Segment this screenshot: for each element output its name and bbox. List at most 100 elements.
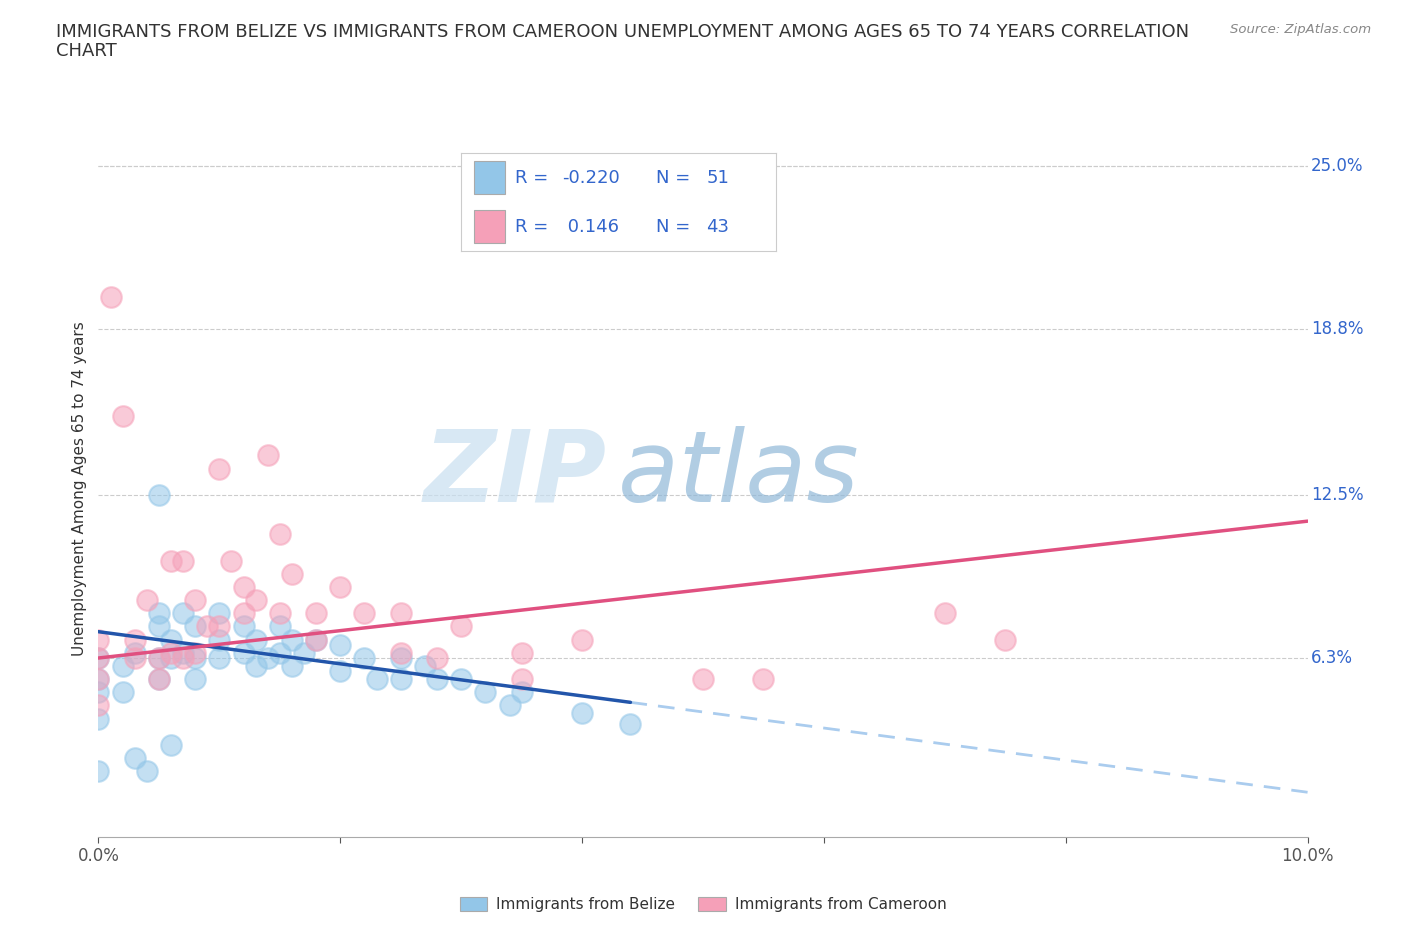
- Point: [329, 637, 352, 652]
- Point: [87, 651, 110, 666]
- Point: [366, 671, 388, 686]
- Point: [269, 645, 291, 660]
- Point: [269, 619, 291, 634]
- Text: IMMIGRANTS FROM BELIZE VS IMMIGRANTS FROM CAMEROON UNEMPLOYMENT AMONG AGES 65 TO: IMMIGRANTS FROM BELIZE VS IMMIGRANTS FRO…: [56, 23, 1189, 41]
- Point: [148, 651, 170, 666]
- Point: [245, 658, 267, 673]
- Point: [172, 553, 194, 568]
- Point: [571, 632, 593, 647]
- Point: [172, 651, 194, 666]
- Point: [208, 651, 231, 666]
- Point: [135, 592, 157, 607]
- Point: [752, 671, 775, 686]
- Point: [389, 651, 412, 666]
- Point: [100, 290, 122, 305]
- Point: [160, 651, 183, 666]
- Point: [269, 527, 291, 542]
- Point: [208, 605, 231, 620]
- Point: [450, 619, 472, 634]
- Point: [619, 716, 641, 731]
- Point: [148, 671, 170, 686]
- Point: [124, 645, 146, 660]
- Point: [124, 651, 146, 666]
- Point: [510, 645, 533, 660]
- Point: [87, 698, 110, 712]
- Point: [184, 651, 207, 666]
- Point: [426, 671, 449, 686]
- Point: [87, 684, 110, 699]
- Text: atlas: atlas: [619, 426, 860, 523]
- Point: [426, 651, 449, 666]
- Point: [498, 698, 520, 712]
- Point: [329, 664, 352, 679]
- Point: [256, 651, 278, 666]
- Point: [208, 632, 231, 647]
- Point: [353, 605, 375, 620]
- Point: [87, 671, 110, 686]
- Point: [148, 605, 170, 620]
- Point: [329, 579, 352, 594]
- Text: CHART: CHART: [56, 42, 117, 60]
- Point: [87, 632, 110, 647]
- Point: [269, 605, 291, 620]
- Point: [148, 487, 170, 502]
- Point: [160, 632, 183, 647]
- Point: [208, 461, 231, 476]
- Point: [87, 764, 110, 778]
- Point: [389, 671, 412, 686]
- Point: [160, 553, 183, 568]
- Point: [450, 671, 472, 686]
- Point: [124, 751, 146, 765]
- Point: [232, 645, 254, 660]
- Point: [305, 632, 328, 647]
- Point: [571, 706, 593, 721]
- Text: 18.8%: 18.8%: [1312, 320, 1364, 338]
- Point: [994, 632, 1017, 647]
- Point: [934, 605, 956, 620]
- Point: [413, 658, 436, 673]
- Point: [256, 448, 278, 463]
- Point: [111, 408, 134, 423]
- Point: [124, 632, 146, 647]
- Text: Source: ZipAtlas.com: Source: ZipAtlas.com: [1230, 23, 1371, 36]
- Text: 12.5%: 12.5%: [1312, 485, 1364, 504]
- Point: [195, 619, 218, 634]
- Text: 25.0%: 25.0%: [1312, 157, 1364, 175]
- Point: [305, 632, 328, 647]
- Point: [184, 671, 207, 686]
- Point: [245, 592, 267, 607]
- Y-axis label: Unemployment Among Ages 65 to 74 years: Unemployment Among Ages 65 to 74 years: [72, 321, 87, 656]
- Point: [148, 619, 170, 634]
- Point: [353, 651, 375, 666]
- Point: [111, 658, 134, 673]
- Point: [281, 632, 304, 647]
- Point: [111, 684, 134, 699]
- Point: [148, 671, 170, 686]
- Point: [281, 566, 304, 581]
- Point: [692, 671, 714, 686]
- Point: [510, 684, 533, 699]
- Text: 6.3%: 6.3%: [1312, 649, 1353, 667]
- Point: [292, 645, 315, 660]
- Point: [172, 605, 194, 620]
- Point: [389, 605, 412, 620]
- Text: ZIP: ZIP: [423, 426, 606, 523]
- Point: [510, 671, 533, 686]
- Point: [135, 764, 157, 778]
- Point: [305, 605, 328, 620]
- Legend: Immigrants from Belize, Immigrants from Cameroon: Immigrants from Belize, Immigrants from …: [451, 890, 955, 920]
- Point: [221, 553, 243, 568]
- Point: [232, 579, 254, 594]
- Point: [87, 651, 110, 666]
- Point: [208, 619, 231, 634]
- Point: [245, 632, 267, 647]
- Point: [389, 645, 412, 660]
- Point: [184, 619, 207, 634]
- Point: [474, 684, 496, 699]
- Point: [160, 737, 183, 752]
- Point: [232, 605, 254, 620]
- Point: [148, 651, 170, 666]
- Point: [281, 658, 304, 673]
- Point: [160, 645, 183, 660]
- Point: [87, 711, 110, 726]
